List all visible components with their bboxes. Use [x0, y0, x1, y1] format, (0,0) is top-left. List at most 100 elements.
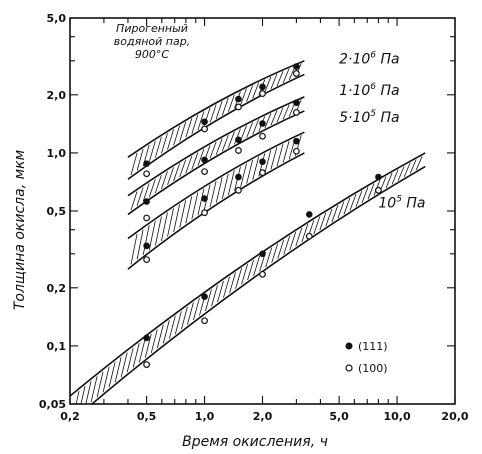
band-hatch-line — [154, 136, 162, 158]
band-hatch-line — [247, 259, 254, 281]
band-hatch-line — [185, 155, 193, 174]
band-hatch-line — [138, 338, 146, 363]
point-111 — [235, 173, 242, 181]
point-111 — [201, 118, 208, 126]
series-label: 2·106 Па — [339, 51, 399, 68]
band-hatch-line — [252, 119, 260, 135]
y-tick-label: 5,0 — [47, 12, 67, 25]
band-hatch-line — [270, 110, 278, 126]
condition-line-3: 900°C — [135, 48, 169, 61]
y-tick-label: 0,2 — [47, 282, 67, 295]
band-hatch-line — [132, 343, 140, 368]
band-hatch-line — [227, 170, 235, 196]
band-hatch-line — [180, 306, 188, 330]
band-hatch-line — [209, 104, 217, 123]
band-hatch-line — [142, 225, 150, 255]
band-hatch-line — [161, 212, 168, 242]
band-hatch-line — [235, 268, 242, 289]
x-tick-label: 20,0 — [441, 410, 468, 423]
point-100 — [143, 214, 151, 222]
y-tick-label: 1,0 — [47, 147, 67, 160]
axis-ticks — [69, 17, 456, 405]
band-hatch-line — [120, 352, 128, 378]
band-hatch-line — [173, 204, 181, 233]
band-hatch-line — [325, 208, 333, 227]
point-100 — [292, 70, 300, 77]
band-hatch-line — [282, 68, 290, 84]
band-hatch-line — [173, 125, 180, 146]
x-tick-label: 2,0 — [253, 410, 273, 423]
point-111 — [143, 198, 150, 205]
band-hatch-line — [215, 101, 223, 120]
point-100 — [259, 270, 266, 278]
band-hatch-line — [276, 143, 284, 167]
band-hatch-line — [114, 357, 122, 383]
band-hatch-line — [253, 255, 261, 276]
band-hatch-line — [173, 163, 180, 182]
y-tick-labels: 0,05 0,1 0,2 0,5 1,0 2,0 5,0 — [39, 12, 66, 411]
x-tick-label: 0,2 — [60, 410, 80, 423]
band-hatch-line — [221, 173, 229, 199]
legend-marker-filled — [345, 342, 353, 350]
band-hatch-line — [215, 138, 223, 155]
band-hatch-line — [154, 175, 162, 194]
band-hatch-line — [246, 159, 254, 184]
x-tick-label: 5,0 — [329, 410, 349, 423]
band-hatch-line — [136, 229, 144, 260]
band-hatch-line — [264, 76, 272, 93]
band-hatch-line — [223, 276, 230, 298]
band-hatch-line — [156, 324, 164, 349]
point-111 — [293, 63, 300, 70]
x-tick-label: 0,5 — [137, 410, 157, 423]
band-hatch-line — [403, 162, 411, 178]
band-hatch-line — [337, 201, 345, 219]
band-hatch-line — [349, 194, 357, 211]
band-hatch-line — [283, 235, 291, 255]
band-hatch-line — [185, 118, 193, 138]
band-hatch-line — [319, 212, 327, 231]
point-100 — [143, 256, 151, 263]
band-lower-edge — [127, 152, 305, 270]
band-hatch-line — [343, 197, 351, 215]
point-100 — [201, 209, 208, 217]
band-hatch-line — [246, 122, 253, 138]
point-111 — [259, 158, 266, 166]
series-labels: 2·106 Па 1·106 Па 5·105 Па 105 Па — [339, 51, 425, 212]
point-100 — [292, 109, 300, 116]
band-hatch-line — [168, 315, 176, 339]
point-111 — [259, 250, 266, 258]
x-tick-label: 10,0 — [383, 410, 410, 423]
band-hatch-line — [301, 224, 309, 243]
point-100 — [259, 132, 266, 140]
data-points — [143, 63, 382, 369]
point-100 — [305, 232, 313, 240]
point-100 — [201, 168, 208, 176]
band-hatch-line — [154, 216, 162, 246]
band-hatch-line — [217, 280, 224, 303]
band-hatch-line — [270, 73, 278, 90]
band-upper-edge — [127, 131, 305, 240]
band-hatch-line — [367, 183, 375, 200]
band-hatch-line — [191, 152, 199, 170]
band-hatch-line — [240, 125, 247, 142]
band-hatch-line — [179, 121, 187, 142]
band-hatch-line — [385, 172, 393, 189]
point-100 — [201, 125, 208, 133]
band-hatch-line — [174, 311, 182, 335]
point-100 — [201, 317, 208, 325]
band-hatch-line — [191, 114, 199, 134]
band-hatch-line — [227, 131, 235, 148]
conditions-annotation: Пирогенный водяной пар, 900°C — [114, 22, 190, 61]
band-hatch-line — [265, 247, 273, 268]
band-hatch-line — [221, 134, 229, 152]
point-111 — [375, 173, 382, 181]
point-100 — [374, 186, 382, 194]
point-111 — [259, 83, 266, 91]
band-3 — [70, 152, 426, 404]
band-hatch-line — [148, 140, 156, 162]
band-hatch-line — [179, 200, 187, 228]
point-100 — [235, 186, 242, 194]
band-hatch-line — [162, 320, 170, 344]
band-hatch-line — [361, 186, 369, 204]
